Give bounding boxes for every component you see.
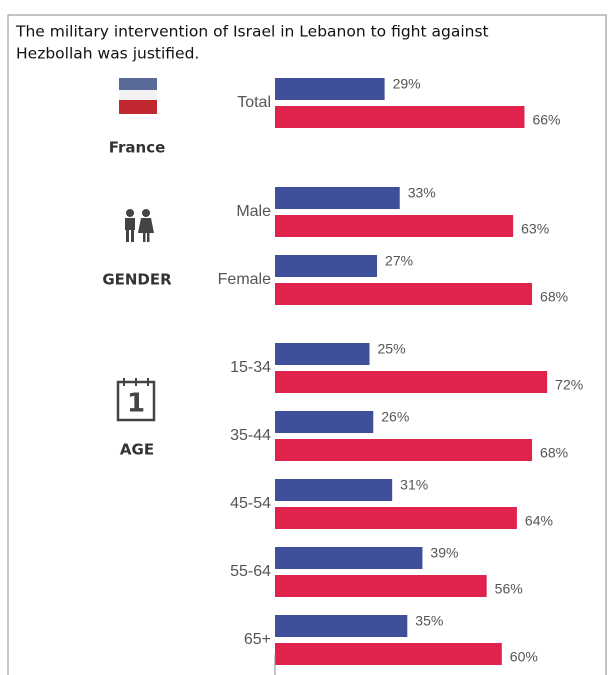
icon-text: 1 xyxy=(127,389,145,419)
value-label: 60% xyxy=(510,649,538,665)
value-label: 72% xyxy=(555,377,583,393)
value-label: 64% xyxy=(525,513,553,529)
bar xyxy=(275,547,422,569)
category-label: Female xyxy=(218,271,271,288)
chart: The military intervention of Israel in L… xyxy=(0,0,614,675)
bar xyxy=(275,343,370,365)
category-label: 55-64 xyxy=(230,563,271,580)
category-label: Total xyxy=(237,94,271,111)
flag-icon xyxy=(119,78,157,114)
bar xyxy=(275,575,487,597)
value-label: 25% xyxy=(378,341,406,357)
bar xyxy=(275,187,400,209)
value-label: 39% xyxy=(430,545,458,561)
bar xyxy=(275,615,407,637)
people-icon xyxy=(125,209,154,242)
category-label: 65+ xyxy=(244,631,271,648)
value-label: 26% xyxy=(381,409,409,425)
bar xyxy=(275,283,532,305)
bar xyxy=(275,78,385,100)
bar xyxy=(275,439,532,461)
value-label: 29% xyxy=(393,76,421,92)
value-label: 63% xyxy=(521,221,549,237)
value-label: 66% xyxy=(532,112,560,128)
bar xyxy=(275,371,547,393)
value-label: 33% xyxy=(408,185,436,201)
value-label: 56% xyxy=(495,581,523,597)
category-label: 35-44 xyxy=(230,427,271,444)
bar xyxy=(275,507,517,529)
category-label: Male xyxy=(236,203,271,220)
bar xyxy=(275,479,392,501)
chart-title: Hezbollah was justified. xyxy=(16,45,199,63)
value-label: 68% xyxy=(540,289,568,305)
group-label: GENDER xyxy=(102,271,172,289)
bar xyxy=(275,255,377,277)
group-label: AGE xyxy=(120,441,154,459)
value-label: 31% xyxy=(400,477,428,493)
bar xyxy=(275,411,373,433)
bar xyxy=(275,106,524,128)
value-label: 68% xyxy=(540,445,568,461)
chart-title: The military intervention of Israel in L… xyxy=(15,23,489,41)
category-label: 45-54 xyxy=(230,495,271,512)
bar xyxy=(275,643,502,665)
bar xyxy=(275,215,513,237)
category-label: 15-34 xyxy=(230,359,271,376)
value-label: 27% xyxy=(385,253,413,269)
value-label: 35% xyxy=(415,613,443,629)
group-label: France xyxy=(109,139,166,157)
